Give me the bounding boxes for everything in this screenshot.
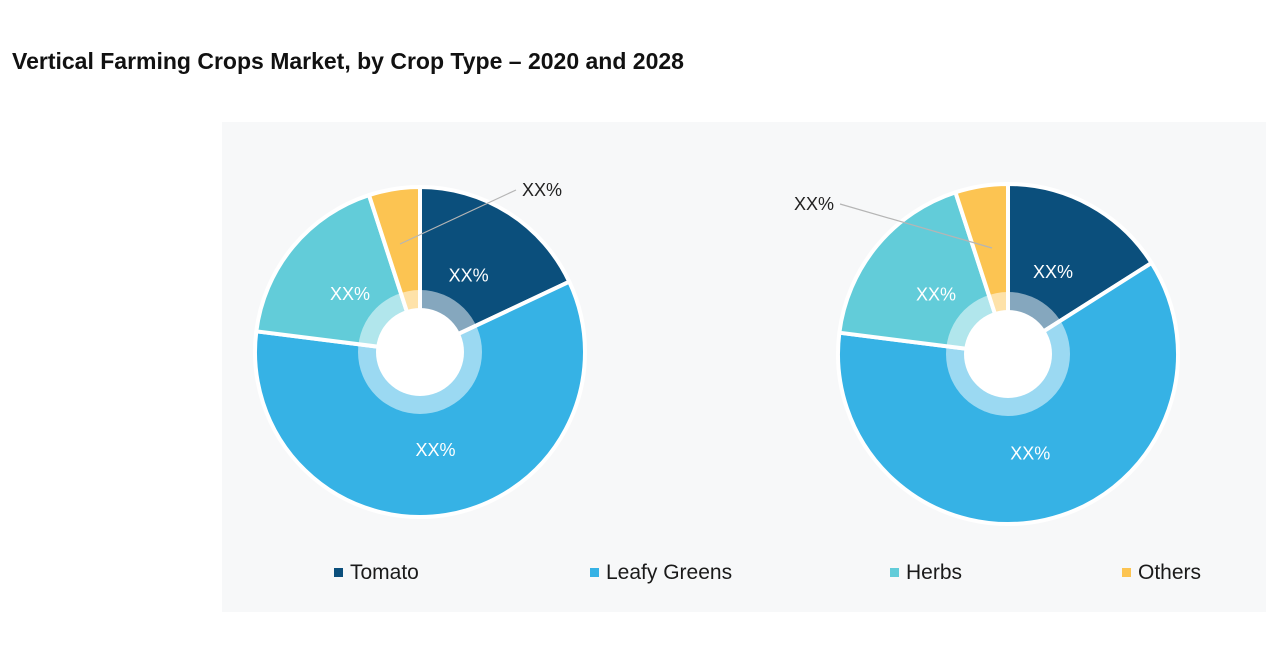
callout-line-2028 <box>839 203 993 249</box>
data-label-2028-leafy-greens: XX% <box>1010 444 1050 464</box>
center-hole-2028 <box>964 310 1052 398</box>
legend-label-tomato: Tomato <box>350 561 419 584</box>
callout-line-2020 <box>399 189 517 245</box>
chart-title: Vertical Farming Crops Market, by Crop T… <box>12 48 684 74</box>
data-label-2020-leafy-greens: XX% <box>415 440 455 460</box>
callout-label-2020-others: XX% <box>522 180 562 200</box>
legend-swatch-leafy-greens <box>590 568 599 577</box>
callout-label-2028-others: XX% <box>794 194 834 214</box>
donut-2020: XX% XX% XX% XX% <box>253 180 587 519</box>
legend-swatch-tomato <box>334 568 343 577</box>
legend-swatch-herbs <box>890 568 899 577</box>
chart-panel: XX% XX% XX% XX% XX% XX% XX% XX% Tomato Leafy Gree… <box>222 122 1266 612</box>
data-label-2020-herbs: XX% <box>330 284 370 304</box>
donut-charts: XX% XX% XX% XX% XX% XX% XX% XX% Tomato Leafy Gree… <box>253 180 1201 584</box>
data-label-2028-herbs: XX% <box>916 284 956 304</box>
data-label-2028-tomato: XX% <box>1033 262 1073 282</box>
legend: Tomato Leafy Greens Herbs Others <box>334 561 1201 584</box>
legend-label-others: Others <box>1138 561 1201 584</box>
donut-2028: XX% XX% XX% XX% <box>794 182 1180 526</box>
center-hole-2020 <box>376 308 464 396</box>
legend-swatch-others <box>1122 568 1131 577</box>
legend-label-leafy-greens: Leafy Greens <box>606 561 732 584</box>
legend-label-herbs: Herbs <box>906 561 962 584</box>
data-label-2020-tomato: XX% <box>449 265 489 285</box>
